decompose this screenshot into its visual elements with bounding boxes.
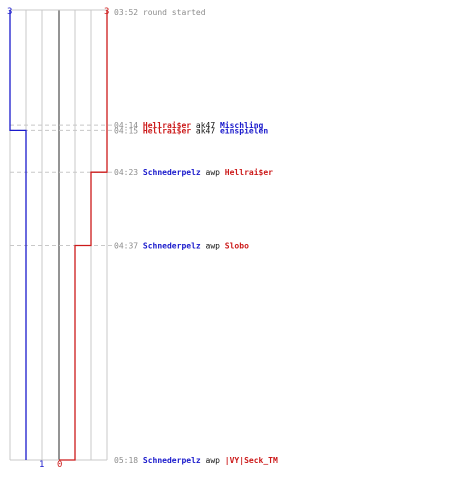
- event-time: 05:18: [114, 456, 143, 465]
- event-time: 04:15: [114, 126, 143, 135]
- red-start-count: 3: [104, 7, 109, 17]
- event-victim: |VY|Seck_TM: [225, 456, 278, 465]
- event-log: 03:52 round started 04:14 Hellrai$er ak47…: [114, 8, 278, 465]
- event-killer: Schnederpelz: [143, 168, 206, 177]
- event-victim: Slobo: [225, 241, 249, 250]
- series: [9, 10, 108, 461]
- event-time: 03:52: [114, 8, 143, 17]
- event-time: 04:37: [114, 241, 143, 250]
- count-labels: 3 3 1 0: [7, 7, 109, 470]
- event-victim: Hellrai$er: [225, 167, 273, 177]
- event-guides: [10, 124, 112, 246]
- event-row: 04:37 Schnederpelz awp Slobo: [114, 241, 249, 250]
- event-weapon: ak47: [196, 121, 220, 130]
- event-row: 03:52 round started: [114, 8, 206, 17]
- event-killer: Schnederpelz: [143, 456, 206, 465]
- event-weapon: awp: [206, 241, 225, 250]
- event-row: 05:18 Schnederpelz awp |VY|Seck_TM: [114, 456, 278, 465]
- event-time: 04:23: [114, 168, 143, 177]
- event-weapon: awp: [206, 456, 225, 465]
- red-team-alive-line: [59, 10, 108, 461]
- event-time: 04:14: [114, 121, 143, 130]
- event-killer: Hellrai$er: [143, 120, 196, 130]
- blue-team-alive-line: [9, 10, 27, 460]
- event-victim: Mischling: [220, 120, 264, 130]
- event-weapon: ak47: [196, 126, 220, 135]
- event-row: 04:15 Hellrai$er ak47 einspielen: [114, 125, 268, 135]
- red-end-count: 0: [57, 460, 62, 470]
- event-killer: Schnederpelz: [143, 241, 206, 250]
- blue-end-count: 1: [39, 460, 44, 470]
- blue-start-count: 3: [7, 7, 12, 17]
- event-killer: Hellrai$er: [143, 125, 196, 135]
- event-weapon: round started: [143, 8, 206, 17]
- event-row: 04:14 Hellrai$er ak47 Mischling: [114, 120, 264, 130]
- event-row: 04:23 Schnederpelz awp Hellrai$er: [114, 167, 273, 177]
- event-weapon: awp: [206, 168, 225, 177]
- event-victim: einspielen: [220, 125, 268, 135]
- grid: [9, 9, 108, 461]
